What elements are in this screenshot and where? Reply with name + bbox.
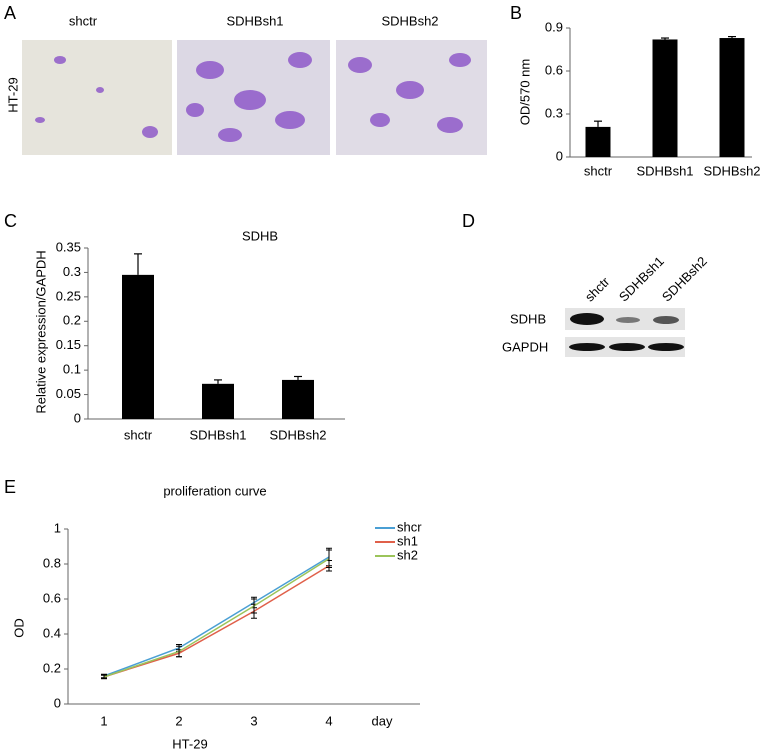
chart-title: SDHB <box>242 228 278 243</box>
panel-letter: C <box>4 211 17 231</box>
x-tick-label: SDHBsh2 <box>703 163 760 178</box>
bar <box>652 39 678 157</box>
y-tick-label: 0.3 <box>63 264 81 279</box>
cell-line-label: HT-29 <box>5 77 20 112</box>
y-tick-label: 0.4 <box>43 625 61 640</box>
legend-label: shcr <box>397 519 422 534</box>
x-tick-label: shctr <box>584 163 613 178</box>
y-axis-label: OD/570 nm <box>517 59 532 125</box>
error-bar <box>214 379 222 384</box>
x-tick-label: shctr <box>124 427 153 442</box>
bar <box>719 38 745 157</box>
bar <box>122 274 154 419</box>
row-label: GAPDH <box>502 339 548 354</box>
axis-note: HT-29 <box>172 736 207 751</box>
error-bar <box>728 35 736 39</box>
x-tick-label: SDHBsh1 <box>189 427 246 442</box>
western-blot <box>565 308 685 357</box>
y-tick-label: 0 <box>556 148 563 163</box>
line <box>103 558 330 678</box>
condition-label: SDHBsh2 <box>381 13 438 28</box>
x-tick-label: SDHBsh2 <box>269 427 326 442</box>
x-tick-label: 2 <box>175 713 182 728</box>
y-tick-label: 0.35 <box>56 239 81 254</box>
x-tick-label: 3 <box>250 713 257 728</box>
y-axis-label: Relative expression/GAPDH <box>33 250 48 413</box>
error-bar <box>661 37 669 40</box>
x-tick-label: SDHBsh1 <box>636 163 693 178</box>
y-tick-label: 1 <box>54 520 61 535</box>
lane-label: SDHBsh1 <box>616 254 667 305</box>
y-tick-label: 0.9 <box>545 19 563 34</box>
legend-label: sh2 <box>397 547 418 562</box>
error-bar <box>176 645 182 658</box>
chart-title: proliferation curve <box>163 483 266 498</box>
x-tick-label: 4 <box>325 713 332 728</box>
y-tick-label: 0.6 <box>43 590 61 605</box>
line <box>103 565 330 678</box>
bar <box>282 379 314 419</box>
condition-label: shctr <box>69 13 98 28</box>
panel-letter: D <box>462 211 475 231</box>
line <box>103 556 330 677</box>
lane-label: SDHBsh2 <box>659 254 710 305</box>
y-tick-label: 0.25 <box>56 288 81 303</box>
y-tick-label: 0.2 <box>63 313 81 328</box>
error-bar <box>326 549 332 568</box>
y-tick-label: 0.1 <box>63 362 81 377</box>
x-axis-label: day <box>372 713 393 728</box>
micrographs <box>22 40 487 155</box>
error-bar <box>134 253 142 275</box>
y-tick-label: 0.8 <box>43 555 61 570</box>
lane-label: shctr <box>582 274 613 305</box>
y-tick-label: 0.3 <box>545 105 563 120</box>
error-bar <box>294 375 302 380</box>
panel-letter: B <box>510 3 522 23</box>
bar <box>202 383 234 419</box>
panel-letter: A <box>4 3 16 23</box>
y-tick-label: 0.05 <box>56 386 81 401</box>
condition-label: SDHBsh1 <box>226 13 283 28</box>
error-bar <box>101 674 107 680</box>
y-axis-label: OD <box>11 618 26 638</box>
error-bar <box>251 598 257 614</box>
bar <box>585 126 611 157</box>
y-tick-label: 0.2 <box>43 660 61 675</box>
panel-letter: E <box>4 477 16 497</box>
x-tick-label: 1 <box>100 713 107 728</box>
row-label: SDHB <box>510 311 546 326</box>
y-tick-label: 0 <box>74 410 81 425</box>
y-tick-label: 0 <box>54 695 61 710</box>
y-tick-label: 0.6 <box>545 62 563 77</box>
error-bar <box>594 120 602 127</box>
legend-label: sh1 <box>397 533 418 548</box>
y-tick-label: 0.15 <box>56 337 81 352</box>
